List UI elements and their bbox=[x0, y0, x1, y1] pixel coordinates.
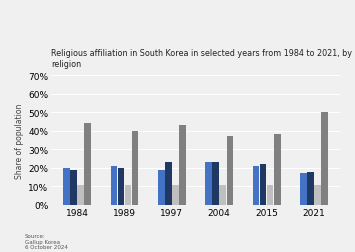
Text: Source:
Gallup Korea
6 October 2024: Source: Gallup Korea 6 October 2024 bbox=[25, 233, 68, 249]
Bar bbox=[219, 185, 226, 205]
Bar bbox=[110, 166, 117, 205]
Bar bbox=[77, 185, 84, 205]
Bar bbox=[158, 170, 164, 205]
Bar bbox=[179, 126, 186, 205]
Bar bbox=[300, 174, 307, 205]
Bar bbox=[226, 137, 233, 205]
Bar bbox=[274, 135, 280, 205]
Bar bbox=[132, 131, 138, 205]
Bar bbox=[125, 185, 131, 205]
Bar bbox=[260, 165, 266, 205]
Bar bbox=[253, 166, 259, 205]
Bar bbox=[307, 172, 314, 205]
Bar bbox=[84, 124, 91, 205]
Bar bbox=[118, 168, 124, 205]
Bar bbox=[267, 185, 273, 205]
Bar bbox=[165, 163, 171, 205]
Bar bbox=[212, 163, 219, 205]
Bar bbox=[321, 113, 328, 205]
Bar bbox=[205, 163, 212, 205]
Bar bbox=[172, 185, 179, 205]
Y-axis label: Share of population: Share of population bbox=[15, 103, 24, 178]
Bar bbox=[70, 170, 77, 205]
Bar bbox=[314, 185, 321, 205]
Bar bbox=[63, 168, 70, 205]
Text: Religious affiliation in South Korea in selected years from 1984 to 2021, by rel: Religious affiliation in South Korea in … bbox=[51, 49, 352, 68]
